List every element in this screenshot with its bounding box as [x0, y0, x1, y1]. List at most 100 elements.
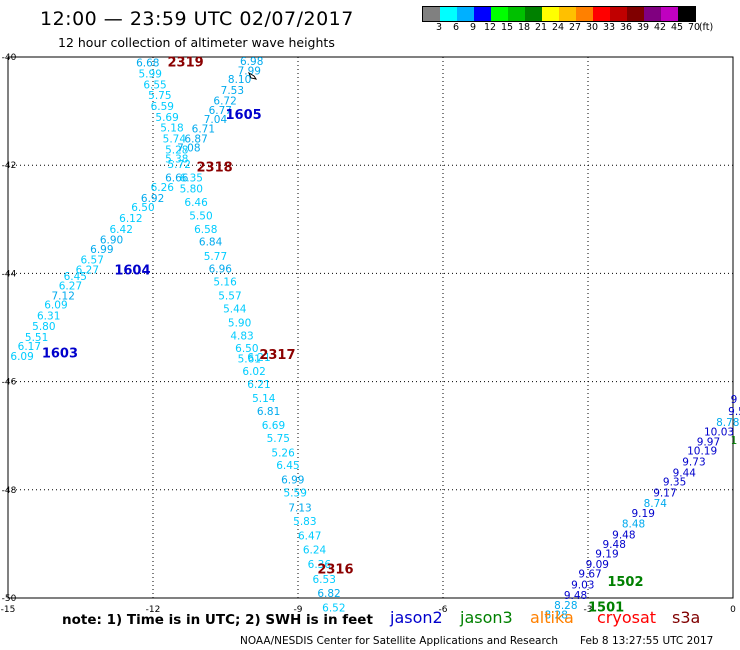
legend-tick-label: 24 [551, 22, 565, 33]
legend-tick-label: 9 [469, 22, 477, 33]
legend-swatch [661, 7, 678, 21]
wave-height-value: 6.66 [165, 172, 189, 184]
wave-height-value: 5.61 [238, 354, 261, 366]
wave-height-value: 8.10 [228, 74, 251, 86]
wave-height-value: 9.09 [586, 559, 609, 571]
wave-height-value: 8.48 [622, 519, 645, 531]
wave-height-value: 9.03 [571, 579, 594, 591]
wave-height-value: 6.84 [199, 236, 223, 248]
wave-height-value: 7.13 [288, 502, 311, 514]
generated-timestamp: Feb 8 13:27:55 UTC 2017 [580, 635, 714, 647]
wave-height-value: 6.21 [247, 379, 270, 391]
wave-height-value: 7.12 [52, 290, 75, 302]
wave-height-value: 6.52 [322, 603, 345, 615]
wave-height-value: 5.44 [223, 303, 247, 315]
legend-tick-label: 6 [452, 22, 460, 33]
y-tick-label: -50 [2, 594, 17, 604]
page-subtitle: 12 hour collection of altimeter wave hei… [58, 35, 335, 50]
legend-swatch [644, 7, 661, 21]
wave-height-value: 6.81 [257, 406, 280, 418]
wave-height-value: 6.50 [131, 202, 154, 214]
wave-height-value: 6.68 [136, 58, 159, 70]
wave-height-value: 6.77 [209, 105, 232, 117]
wave-height-value: 10.19 [687, 446, 717, 458]
wave-height-value: 7.99 [238, 65, 261, 77]
coastline-shape [247, 71, 258, 80]
legend-swatch [576, 7, 593, 21]
y-tick-label: -46 [2, 378, 17, 388]
wave-height-value: 5.99 [139, 69, 162, 81]
x-tick-label: 0 [730, 605, 736, 615]
legend-tick-label: (ft) [698, 22, 714, 33]
wave-height-value: 6.21 [247, 352, 270, 364]
wave-height-value: 6.31 [37, 310, 60, 322]
wave-height-value: 9.17 [653, 487, 676, 499]
track-time-label: 1604 [114, 263, 150, 278]
wave-height-value: 6.35 [180, 172, 203, 184]
wave-height-value: 5.69 [155, 112, 178, 124]
y-tick-label: -44 [2, 269, 17, 279]
wave-height-value: 9.19 [632, 508, 655, 520]
legend-tick-label: 39 [636, 22, 650, 33]
legend-tick-label: 45 [670, 22, 684, 33]
wave-height-value: 6.55 [143, 79, 166, 91]
legend-swatch [610, 7, 627, 21]
footer-note: note: 1) Time is in UTC; 2) SWH is in fe… [62, 612, 373, 628]
legend-swatch [491, 7, 508, 21]
wave-height-value: 5.80 [32, 321, 55, 333]
legend-tick-label: 3 [435, 22, 443, 33]
track-time-label: 1502 [607, 575, 643, 590]
wave-height-value: 6.99 [90, 244, 113, 256]
plot-frame [7, 56, 734, 599]
legend-swatch [593, 7, 610, 21]
y-tick-label: -42 [2, 161, 17, 171]
wave-height-value: 9.67 [578, 568, 601, 580]
wave-height-value: 7.04 [204, 114, 228, 126]
wave-height-value: 5.38 [165, 153, 188, 165]
wave-height-value: 6.82 [317, 588, 340, 600]
wave-height-value: 6.96 [209, 263, 233, 275]
legend-swatch [627, 7, 644, 21]
wave-height-value: 9.73 [682, 456, 705, 468]
wave-height-value: 6.09 [10, 351, 33, 363]
wave-height-value: 5.72 [168, 159, 191, 171]
wave-height-value: 9.97 [697, 436, 720, 448]
wave-height-value: 6.99 [281, 474, 304, 486]
legend-tick-label: 21 [534, 22, 548, 33]
wave-height-value: 9.19 [595, 548, 618, 560]
legend-swatch [559, 7, 576, 21]
wave-height-value: 5.51 [25, 332, 48, 344]
wave-height-value: 6.58 [194, 224, 217, 236]
wave-height-value: 8.28 [554, 600, 577, 612]
mission-altika: altika [530, 608, 574, 627]
wave-height-value: 6.27 [59, 281, 82, 293]
wave-height-value: 5.26 [271, 447, 295, 459]
wave-height-value: 8.78 [716, 417, 739, 429]
track-time-label: 1605 [226, 108, 262, 123]
wave-height-value: 9.35 [663, 476, 686, 488]
color-scale-legend [422, 6, 696, 22]
wave-height-value: 6.17 [18, 341, 41, 353]
wave-height-value: 6.27 [76, 264, 99, 276]
legend-tick-label: 36 [619, 22, 633, 33]
x-tick-label: -3 [584, 605, 593, 615]
wave-height-value: 6.50 [235, 343, 258, 355]
wave-height-value: 6.47 [298, 531, 321, 543]
wave-height-value: 6.53 [313, 574, 336, 586]
wave-height-value: 8.28 [545, 610, 568, 622]
credit-text: NOAA/NESDIS Center for Satellite Applica… [240, 635, 558, 647]
wave-height-value: 6.87 [184, 133, 207, 145]
page-title: 12:00 — 23:59 UTC 02/07/2017 [40, 8, 354, 30]
wave-height-value: 5.90 [228, 317, 251, 329]
wave-height-value: 5.50 [189, 210, 212, 222]
mission-cryosat: cryosat [597, 608, 657, 627]
wave-height-value: 6.02 [242, 366, 265, 378]
legend-tick-label: 70 [687, 22, 701, 33]
track-time-label: 1501 [588, 601, 624, 616]
mission-jason3: jason3 [460, 608, 513, 627]
wave-height-value: 5.77 [204, 251, 227, 263]
legend-swatch [525, 7, 542, 21]
wave-height-value: 6.59 [151, 101, 174, 113]
wave-height-value: 5.57 [218, 290, 241, 302]
